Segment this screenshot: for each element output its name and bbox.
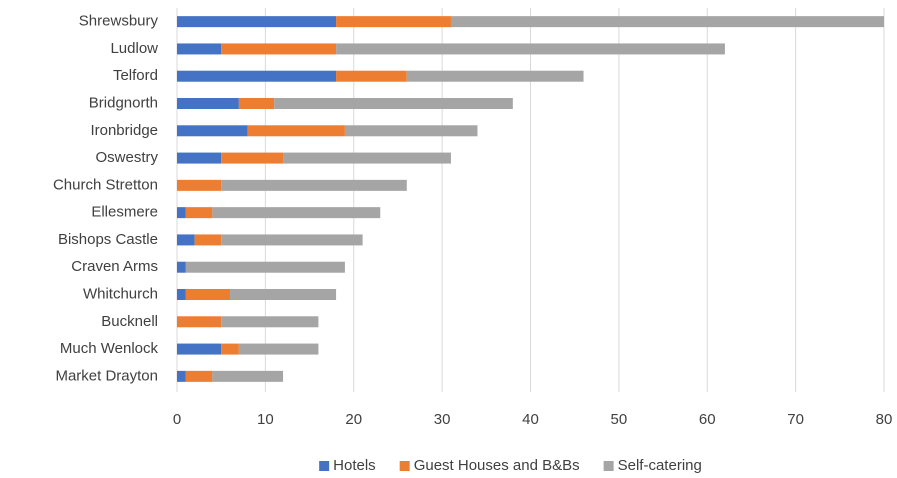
y-tick-label: Much Wenlock [60, 340, 159, 357]
y-tick-label: Church Stretton [53, 176, 158, 193]
y-tick-label: Ludlow [110, 40, 158, 57]
bar-segment [185, 289, 231, 300]
bar-segment [238, 98, 275, 109]
legend-swatch [603, 461, 614, 471]
y-tick-label: Bucknell [101, 313, 158, 330]
y-tick-label: Oswestry [95, 149, 158, 166]
bar-segment [247, 125, 345, 137]
bar-segment [450, 16, 884, 28]
legend-swatch [319, 461, 330, 471]
bar-segment [177, 16, 337, 28]
bar-segment [177, 125, 248, 137]
y-tick-label: Ellesmere [91, 204, 158, 221]
bar-segment [177, 98, 239, 109]
bar-segment [185, 207, 213, 219]
bar-segment [177, 370, 186, 382]
bar-segment [185, 261, 345, 273]
bar-segment [221, 179, 407, 191]
x-tick-label: 60 [699, 411, 716, 428]
bar-segment [212, 207, 381, 219]
bar-segment [177, 70, 337, 82]
legend-label: Self-catering [618, 457, 702, 474]
bar-segment [177, 152, 222, 164]
bar-segment [336, 43, 725, 55]
x-tick-label: 0 [173, 411, 181, 428]
bar-segment [177, 179, 222, 191]
x-tick-label: 50 [611, 411, 628, 428]
bar-segment [177, 316, 222, 328]
bar-segment [185, 370, 213, 382]
x-tick-label: 20 [345, 411, 362, 428]
legend-label: Guest Houses and B&Bs [414, 457, 580, 474]
bar-segment [221, 343, 239, 355]
bar-segment [221, 234, 363, 246]
bar-segment [344, 125, 478, 137]
y-tick-label: Whitchurch [83, 285, 158, 302]
bar-segment [177, 289, 186, 300]
bar-segment [221, 316, 319, 328]
x-tick-label: 40 [522, 411, 539, 428]
y-tick-label: Bishops Castle [58, 231, 158, 248]
bar-segment [194, 234, 222, 246]
bar-segment [212, 370, 284, 382]
y-tick-label: Bridgnorth [89, 94, 158, 111]
x-tick-label: 10 [257, 411, 274, 428]
bar-segment [221, 152, 284, 164]
y-tick-label: Market Drayton [55, 367, 158, 384]
bar-segment [238, 343, 319, 355]
bar-segment [177, 43, 222, 55]
bar-segment [336, 16, 451, 28]
bar-segment [406, 70, 584, 82]
x-tick-label: 70 [787, 411, 804, 428]
bar-segment [177, 234, 195, 246]
bar-segment [283, 152, 451, 164]
y-tick-label: Shrewsbury [79, 13, 159, 30]
legend-label: Hotels [333, 457, 376, 474]
y-tick-label: Ironbridge [90, 122, 158, 139]
bar-segment [274, 98, 513, 109]
bar-segment [230, 289, 337, 300]
bar-segment [177, 261, 186, 273]
y-tick-label: Craven Arms [71, 258, 158, 275]
x-tick-label: 80 [876, 411, 893, 428]
bar-segment [221, 43, 337, 55]
bar-segment [177, 343, 222, 355]
legend-swatch [399, 461, 410, 471]
x-tick-label: 30 [434, 411, 451, 428]
bar-segment [177, 207, 186, 219]
bar-segment [336, 70, 407, 82]
y-tick-label: Telford [113, 67, 158, 84]
